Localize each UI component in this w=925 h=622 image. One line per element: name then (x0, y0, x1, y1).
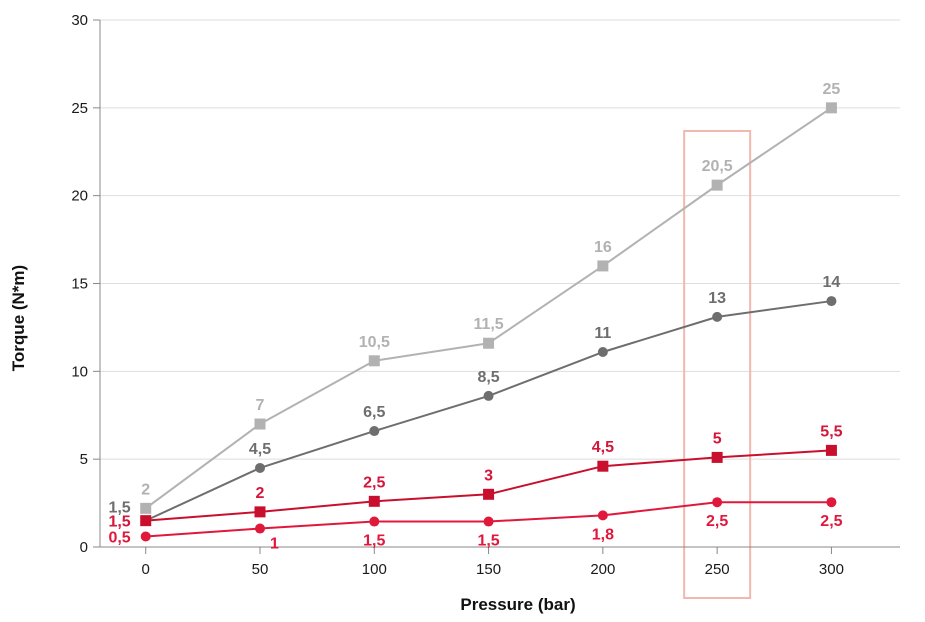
data-label-series-3: 2,5 (363, 474, 385, 491)
series-1-point (140, 502, 152, 514)
x-tick-label: 50 (252, 561, 269, 578)
series-4-point (712, 497, 723, 508)
data-label-series-4: 1 (270, 536, 279, 553)
data-label-series-3: 4,5 (592, 439, 614, 456)
data-label-series-2: 4,5 (249, 441, 271, 458)
data-label-series-4: 2,5 (706, 513, 728, 530)
y-tick-label: 20 (71, 188, 88, 205)
series-1-point (368, 355, 380, 367)
series-3-point (597, 460, 609, 472)
series-2-point (483, 390, 494, 401)
y-axis-title: Torque (N*m) (9, 265, 28, 371)
series-4-point (826, 497, 837, 508)
y-tick-label: 25 (71, 100, 88, 117)
series-4-point (597, 510, 608, 521)
series-layer (140, 102, 837, 542)
series-4-point (483, 516, 494, 527)
data-label-series-2: 1,5 (108, 500, 130, 517)
data-label-series-1: 16 (594, 239, 612, 256)
series-4-point (140, 531, 151, 542)
series-2-point (597, 347, 608, 358)
x-tick-label: 0 (142, 561, 150, 578)
y-tick-label: 30 (71, 12, 88, 29)
series-3-point (483, 488, 495, 500)
series-3-point (254, 506, 266, 518)
highlight-box-layer (683, 130, 752, 599)
series-1-point (825, 102, 837, 114)
data-label-series-3: 3 (484, 467, 493, 484)
series-4-point (369, 516, 380, 527)
data-label-series-2: 13 (708, 290, 726, 307)
x-tick-label: 300 (819, 561, 844, 578)
data-label-series-3: 2 (256, 485, 265, 502)
data-label-series-2: 6,5 (363, 404, 385, 421)
data-label-series-2: 11 (594, 325, 611, 342)
y-tick-label: 10 (71, 363, 88, 380)
data-label-series-4: 0,5 (108, 529, 130, 546)
y-tick-label: 15 (71, 276, 88, 293)
series-2-point (712, 311, 723, 322)
x-axis-title: Pressure (bar) (460, 595, 575, 614)
series-1-point (483, 337, 495, 349)
data-label-series-1: 2 (141, 481, 150, 498)
data-label-series-1: 20,5 (702, 158, 733, 175)
series-1-point (254, 418, 266, 430)
y-tick-label: 0 (80, 539, 88, 556)
data-label-series-1: 10,5 (359, 334, 390, 351)
series-2-point (369, 426, 380, 437)
series-2-point (826, 296, 837, 307)
series-3-point (825, 444, 837, 456)
series-1-point (597, 260, 609, 272)
data-label-series-1: 11,5 (473, 316, 503, 333)
series-3-point (368, 495, 380, 507)
data-label-series-1: 25 (823, 81, 841, 98)
series-3-point (140, 515, 152, 527)
data-labels: 2710,511,51620,5251,54,56,58,51113141,52… (108, 81, 842, 553)
data-label-series-3: 5 (713, 430, 722, 447)
x-tick-label: 200 (590, 561, 615, 578)
x-tick-label: 100 (362, 561, 387, 578)
x-tick-label: 150 (476, 561, 501, 578)
series-line-3 (145, 449, 832, 522)
series-line-2 (145, 300, 832, 522)
y-tick-label: 5 (80, 451, 88, 468)
series-3-point (711, 451, 723, 463)
series-4-point (255, 523, 265, 534)
data-label-series-4: 1,5 (477, 533, 499, 550)
series-2-point (255, 462, 265, 473)
x-tick-label: 250 (705, 561, 730, 578)
data-label-series-4: 2,5 (820, 513, 842, 530)
data-label-series-2: 14 (823, 274, 841, 291)
data-label-series-3: 5,5 (820, 423, 842, 440)
data-label-series-3: 1,5 (108, 514, 130, 531)
data-label-series-2: 8,5 (477, 369, 499, 386)
highlight-box (683, 130, 752, 599)
data-label-series-4: 1,8 (592, 526, 614, 543)
grid-lines (100, 19, 900, 460)
data-label-series-1: 7 (256, 397, 265, 414)
series-1-point (711, 179, 723, 191)
data-label-series-4: 1,5 (363, 533, 385, 550)
